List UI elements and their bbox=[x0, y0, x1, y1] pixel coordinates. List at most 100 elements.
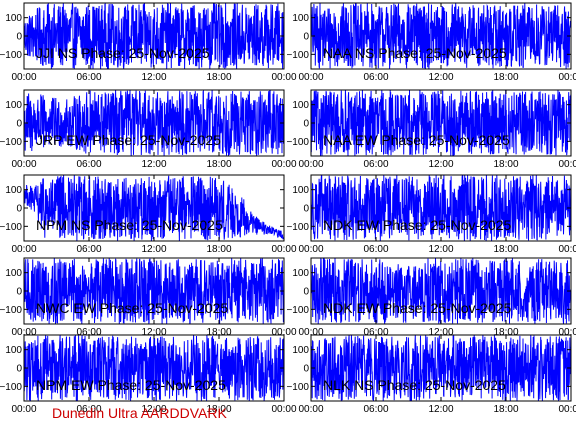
panel-title: NAA EW Phase: 25-Nov-2025 bbox=[323, 132, 510, 148]
x-tick-label: 06:00 bbox=[76, 404, 101, 415]
x-tick-label: 18:00 bbox=[206, 327, 231, 338]
x-tick-label: 12:00 bbox=[141, 72, 166, 83]
x-tick-label: 06:00 bbox=[363, 244, 388, 255]
y-tick-label: 0 bbox=[303, 119, 309, 130]
y-tick-label: 0 bbox=[303, 287, 309, 298]
x-tick-label: 18:00 bbox=[493, 159, 518, 170]
panel-title: NDK EW Phase: 25-Nov-2025 bbox=[323, 217, 512, 233]
x-tick-label: 00:00 bbox=[558, 327, 576, 338]
panel-title: NDK EW Phase: 25-Nov-2025 bbox=[323, 300, 512, 316]
y-tick-label: 100 bbox=[5, 185, 22, 196]
y-tick-label: −100 bbox=[0, 222, 22, 233]
y-tick-label: −100 bbox=[286, 305, 309, 316]
y-tick-label: −100 bbox=[0, 382, 22, 393]
y-tick-label: 100 bbox=[292, 185, 309, 196]
x-tick-label: 00:00 bbox=[11, 327, 36, 338]
y-tick-label: 0 bbox=[16, 364, 22, 375]
y-tick-label: 0 bbox=[303, 364, 309, 375]
x-tick-label: 00:00 bbox=[11, 72, 36, 83]
phase-trace bbox=[24, 175, 284, 241]
y-tick-label: 100 bbox=[5, 13, 22, 24]
x-tick-label: 06:00 bbox=[363, 72, 388, 83]
x-tick-label: 00:00 bbox=[271, 327, 296, 338]
x-tick-label: 12:00 bbox=[428, 327, 453, 338]
x-tick-label: 18:00 bbox=[493, 327, 518, 338]
y-tick-label: 0 bbox=[16, 119, 22, 130]
x-tick-label: 00:00 bbox=[11, 244, 36, 255]
panel-title: NPM NS Phase: 25-Nov-2025 bbox=[36, 217, 223, 233]
x-tick-label: 18:00 bbox=[493, 244, 518, 255]
y-tick-label: −100 bbox=[0, 137, 22, 148]
y-tick-label: −100 bbox=[0, 50, 22, 61]
panel-title: NPM EW Phase: 25-Nov-2025 bbox=[36, 377, 226, 393]
y-tick-label: 100 bbox=[5, 268, 22, 279]
x-tick-label: 00:00 bbox=[271, 72, 296, 83]
x-tick-label: 00:00 bbox=[11, 159, 36, 170]
x-tick-label: 00:00 bbox=[298, 159, 323, 170]
y-tick-label: −100 bbox=[286, 50, 309, 61]
x-tick-label: 06:00 bbox=[363, 159, 388, 170]
x-tick-label: 06:00 bbox=[76, 159, 101, 170]
x-tick-label: 18:00 bbox=[493, 72, 518, 83]
y-tick-label: 0 bbox=[303, 204, 309, 215]
y-tick-label: 100 bbox=[292, 13, 309, 24]
x-tick-label: 12:00 bbox=[141, 159, 166, 170]
panel-title: JRP EW Phase: 25-Nov-2025 bbox=[36, 132, 221, 148]
x-tick-label: 06:00 bbox=[363, 327, 388, 338]
y-tick-label: 100 bbox=[292, 345, 309, 356]
x-tick-label: 00:00 bbox=[298, 404, 323, 415]
x-tick-label: 00:00 bbox=[11, 404, 36, 415]
y-tick-label: 0 bbox=[16, 287, 22, 298]
y-tick-label: 0 bbox=[16, 32, 22, 43]
y-tick-label: −100 bbox=[0, 305, 22, 316]
x-tick-label: 00:00 bbox=[558, 72, 576, 83]
x-tick-label: 00:00 bbox=[558, 159, 576, 170]
x-tick-label: 12:00 bbox=[141, 404, 166, 415]
y-tick-label: 100 bbox=[292, 100, 309, 111]
x-tick-label: 18:00 bbox=[206, 72, 231, 83]
phase-trace bbox=[24, 3, 284, 69]
x-tick-label: 00:00 bbox=[558, 244, 576, 255]
phase-trace bbox=[24, 90, 284, 156]
y-tick-label: −100 bbox=[286, 382, 309, 393]
y-tick-label: −100 bbox=[286, 222, 309, 233]
x-tick-label: 00:00 bbox=[271, 159, 296, 170]
x-tick-label: 12:00 bbox=[141, 244, 166, 255]
phase-trace bbox=[311, 258, 571, 324]
y-tick-label: −100 bbox=[286, 137, 309, 148]
y-tick-label: 0 bbox=[16, 204, 22, 215]
x-tick-label: 12:00 bbox=[428, 72, 453, 83]
y-tick-label: 0 bbox=[303, 32, 309, 43]
x-tick-label: 06:00 bbox=[76, 72, 101, 83]
phase-trace bbox=[311, 90, 571, 156]
panel-title: NLK NS Phase: 25-Nov-2025 bbox=[323, 377, 506, 393]
x-tick-label: 18:00 bbox=[206, 244, 231, 255]
x-tick-label: 12:00 bbox=[428, 159, 453, 170]
x-tick-label: 00:00 bbox=[558, 404, 576, 415]
y-tick-label: 100 bbox=[5, 345, 22, 356]
panel-title: NAA NS Phase: 25-Nov-2025 bbox=[323, 45, 507, 61]
x-tick-label: 06:00 bbox=[76, 244, 101, 255]
x-tick-label: 06:00 bbox=[76, 327, 101, 338]
phase-trace bbox=[311, 175, 571, 241]
y-tick-label: 100 bbox=[5, 100, 22, 111]
phase-trace bbox=[311, 3, 571, 69]
x-tick-label: 12:00 bbox=[428, 404, 453, 415]
footer-label: Dunedin Ultra AARDDVARK bbox=[52, 405, 227, 421]
x-tick-label: 00:00 bbox=[298, 327, 323, 338]
x-tick-label: 12:00 bbox=[428, 244, 453, 255]
x-tick-label: 00:00 bbox=[271, 404, 296, 415]
x-tick-label: 00:00 bbox=[298, 72, 323, 83]
x-tick-label: 12:00 bbox=[141, 327, 166, 338]
x-tick-label: 00:00 bbox=[271, 244, 296, 255]
